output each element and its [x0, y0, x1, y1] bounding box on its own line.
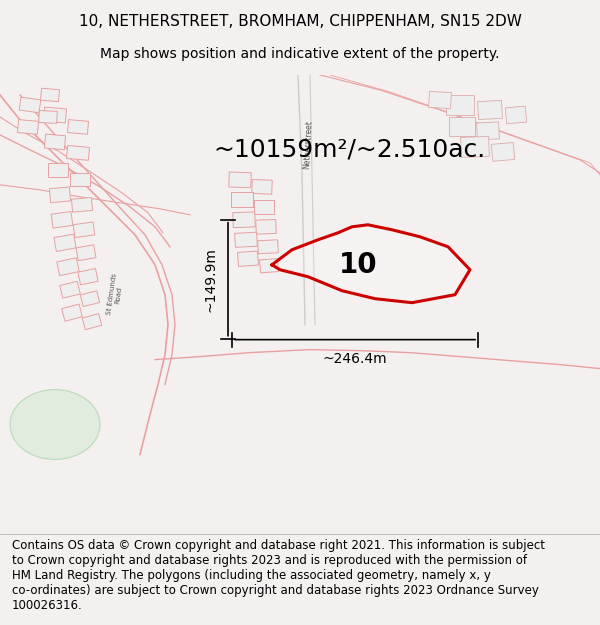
Polygon shape	[229, 172, 251, 187]
Polygon shape	[51, 211, 73, 228]
Ellipse shape	[10, 389, 100, 459]
Polygon shape	[449, 118, 475, 136]
Text: ~149.9m: ~149.9m	[204, 247, 218, 312]
Polygon shape	[257, 240, 278, 254]
Polygon shape	[76, 245, 96, 261]
Polygon shape	[44, 134, 65, 150]
Polygon shape	[491, 142, 515, 161]
Text: ~10159m²/~2.510ac.: ~10159m²/~2.510ac.	[214, 138, 486, 162]
Polygon shape	[461, 136, 490, 158]
Polygon shape	[476, 122, 499, 140]
Polygon shape	[49, 187, 71, 202]
Polygon shape	[82, 314, 102, 329]
Polygon shape	[67, 146, 89, 161]
Polygon shape	[78, 269, 98, 285]
Polygon shape	[38, 111, 58, 123]
Polygon shape	[272, 225, 470, 302]
Polygon shape	[252, 179, 272, 194]
Polygon shape	[19, 97, 41, 112]
Polygon shape	[233, 212, 255, 228]
Polygon shape	[43, 107, 67, 123]
Polygon shape	[62, 304, 82, 321]
Polygon shape	[428, 91, 451, 109]
Text: Map shows position and indicative extent of the property.: Map shows position and indicative extent…	[100, 47, 500, 61]
Polygon shape	[71, 198, 92, 212]
Polygon shape	[57, 258, 79, 276]
Polygon shape	[80, 291, 100, 307]
Polygon shape	[70, 173, 90, 186]
Polygon shape	[41, 88, 59, 102]
Polygon shape	[254, 200, 274, 214]
Polygon shape	[73, 222, 95, 238]
Text: Contains OS data © Crown copyright and database right 2021. This information is : Contains OS data © Crown copyright and d…	[12, 539, 545, 612]
Polygon shape	[505, 106, 527, 124]
Polygon shape	[59, 281, 80, 298]
Polygon shape	[478, 101, 502, 119]
Text: ~246.4m: ~246.4m	[323, 352, 388, 366]
Polygon shape	[235, 232, 257, 248]
Text: Netherstreet: Netherstreet	[302, 120, 314, 169]
Text: 10: 10	[338, 251, 377, 279]
Text: 10, NETHERSTREET, BROMHAM, CHIPPENHAM, SN15 2DW: 10, NETHERSTREET, BROMHAM, CHIPPENHAM, S…	[79, 14, 521, 29]
Polygon shape	[256, 219, 276, 234]
Polygon shape	[54, 234, 76, 251]
Polygon shape	[67, 119, 89, 134]
Polygon shape	[17, 119, 38, 134]
Polygon shape	[446, 95, 474, 115]
Text: St Edmunds
Road: St Edmunds Road	[106, 273, 124, 316]
Polygon shape	[260, 259, 278, 273]
Polygon shape	[231, 192, 253, 208]
Polygon shape	[48, 163, 68, 177]
Polygon shape	[238, 251, 259, 266]
